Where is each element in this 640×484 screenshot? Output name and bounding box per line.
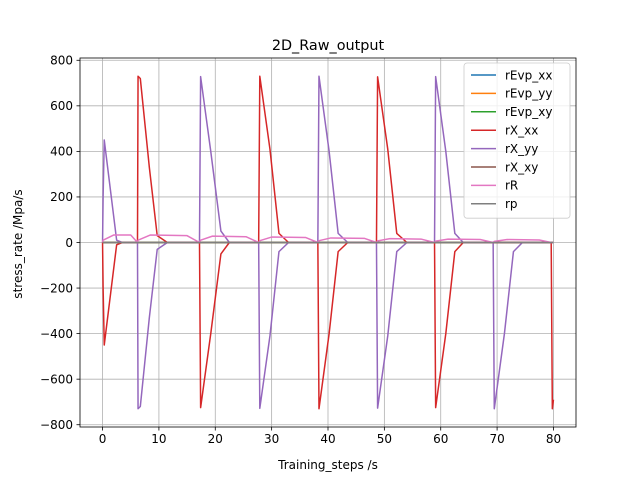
chart-title: 2D_Raw_output [272,38,385,54]
legend-label-rEvp_xx: rEvp_xx [505,68,552,82]
x-tick-label-4: 40 [320,432,335,446]
y-tick-label-5: 200 [50,190,73,204]
legend-label-rEvp_xy: rEvp_xy [505,105,552,119]
series-layer [101,75,555,410]
x-tick-label-1: 10 [151,432,166,446]
x-tick-label-7: 70 [489,432,504,446]
x-tick-label-8: 80 [546,432,561,446]
y-tick-label-0: −800 [40,418,73,432]
y-tick-label-2: −400 [40,327,73,341]
series-line-rR [101,234,554,244]
y-tick-label-1: −600 [40,372,73,386]
x-tick-label-5: 50 [377,432,392,446]
x-tick-label-2: 20 [208,432,223,446]
y-tick-label-6: 400 [50,145,73,159]
legend-label-rp: rp [505,197,518,211]
y-tick-label-3: −200 [40,281,73,295]
legend-label-rEvp_yy: rEvp_yy [505,87,552,101]
legend-box [463,62,571,219]
x-axis-label: Training_steps /s [277,458,378,472]
x-tick-label-3: 30 [264,432,279,446]
legend-label-rX_xy: rX_xy [505,160,538,174]
legend-label-rX_yy: rX_yy [505,142,538,156]
legend-label-rR: rR [505,179,518,193]
x-tick-label-6: 60 [433,432,448,446]
tick-layer: 0 10 20 30 40 50 60 70 80 −800 −600 −400 −200 0 200 400… [40,54,561,446]
y-tick-label-7: 600 [50,99,73,113]
legend-label-rX_xx: rX_xx [505,124,538,138]
y-axis-label: stress_rate /Mpa/s [11,189,25,298]
y-tick-label-4: 0 [65,236,73,250]
legend: rEvp_xx rEvp_yy rEvp_xy rX_xx rX_yy rX_xy rR rp [463,62,571,219]
x-tick-label-0: 0 [99,432,107,446]
y-tick-label-8: 800 [50,54,73,68]
